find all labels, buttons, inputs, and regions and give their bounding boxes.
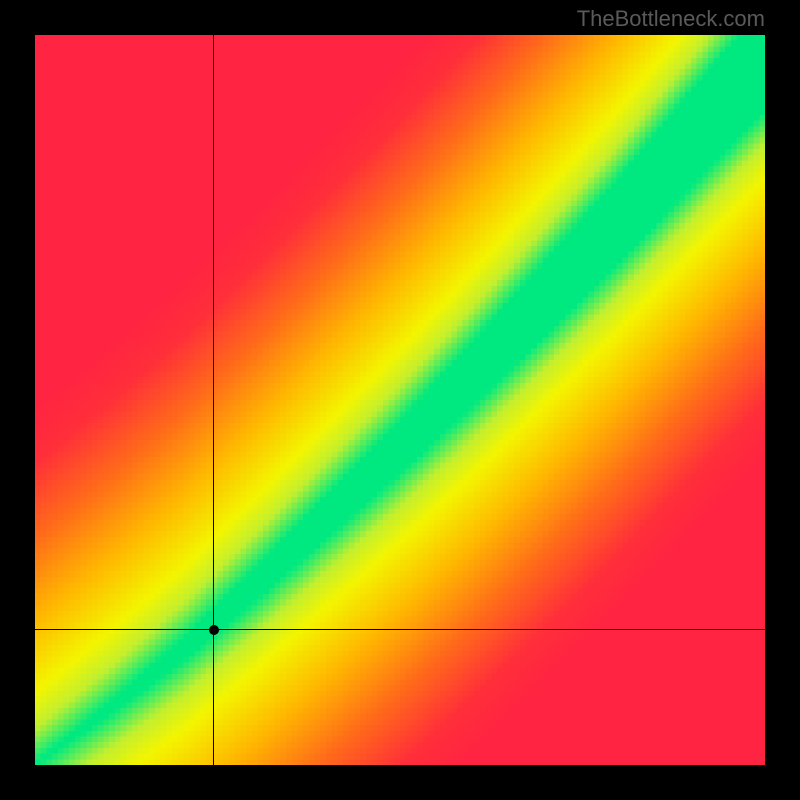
crosshair-horizontal-line <box>35 629 765 630</box>
crosshair-vertical-line <box>213 35 214 765</box>
watermark-text: TheBottleneck.com <box>577 6 765 32</box>
crosshair-marker <box>209 625 219 635</box>
bottleneck-heatmap <box>35 35 765 765</box>
